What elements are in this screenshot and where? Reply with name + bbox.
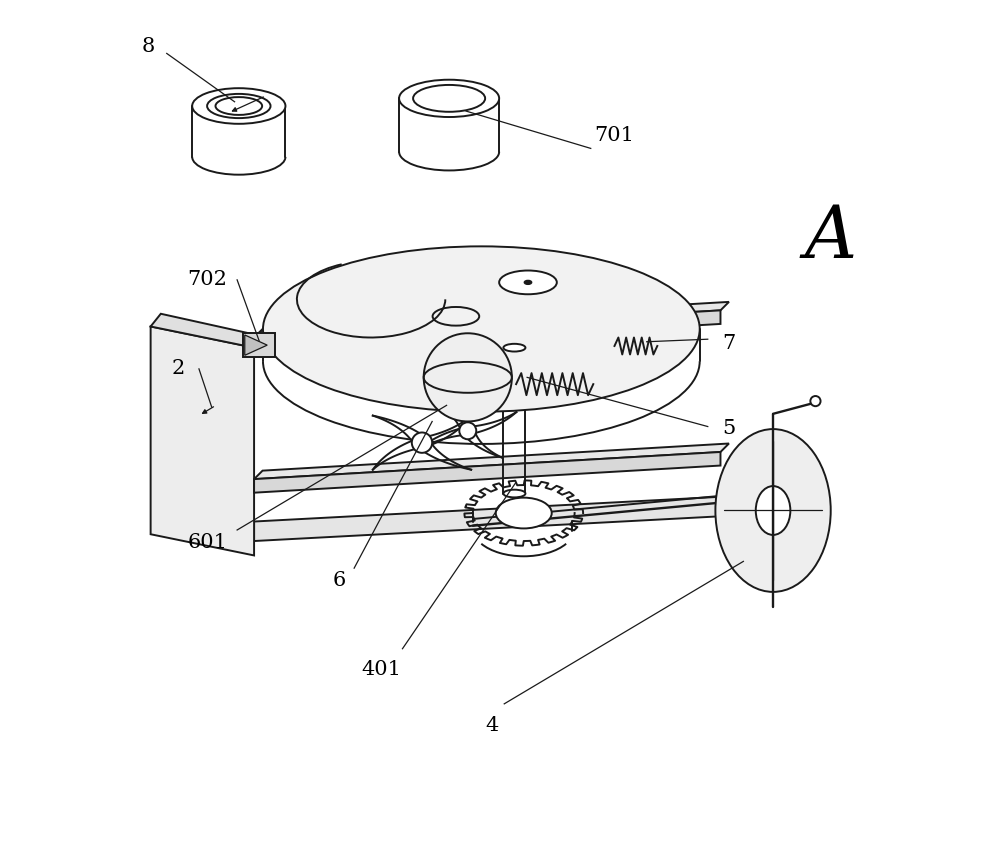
Ellipse shape <box>503 343 525 352</box>
Polygon shape <box>254 444 729 479</box>
Text: 8: 8 <box>141 37 155 56</box>
Polygon shape <box>254 302 729 338</box>
Text: 2: 2 <box>171 360 184 378</box>
Text: 4: 4 <box>485 716 498 734</box>
Ellipse shape <box>192 88 285 124</box>
Ellipse shape <box>207 94 271 118</box>
Polygon shape <box>151 314 264 348</box>
Polygon shape <box>254 492 814 541</box>
Circle shape <box>412 432 432 453</box>
Text: 6: 6 <box>332 572 346 590</box>
Polygon shape <box>254 310 720 351</box>
Text: 601: 601 <box>187 533 227 552</box>
Ellipse shape <box>499 271 557 294</box>
Text: A: A <box>805 202 857 273</box>
Text: 7: 7 <box>722 334 736 353</box>
Ellipse shape <box>263 247 700 412</box>
Text: 702: 702 <box>188 271 227 289</box>
Ellipse shape <box>715 429 831 592</box>
Circle shape <box>424 333 512 421</box>
Ellipse shape <box>215 98 262 115</box>
Ellipse shape <box>525 281 531 284</box>
Ellipse shape <box>810 396 821 406</box>
Ellipse shape <box>496 498 552 528</box>
Ellipse shape <box>756 486 790 535</box>
Text: 701: 701 <box>594 126 634 145</box>
Polygon shape <box>151 326 254 555</box>
Ellipse shape <box>503 489 525 498</box>
Text: 401: 401 <box>361 661 401 679</box>
Polygon shape <box>245 335 267 355</box>
Circle shape <box>459 422 476 439</box>
Ellipse shape <box>399 80 499 117</box>
Ellipse shape <box>413 85 485 112</box>
Text: 5: 5 <box>722 419 736 438</box>
Polygon shape <box>243 333 275 357</box>
Polygon shape <box>254 452 720 493</box>
